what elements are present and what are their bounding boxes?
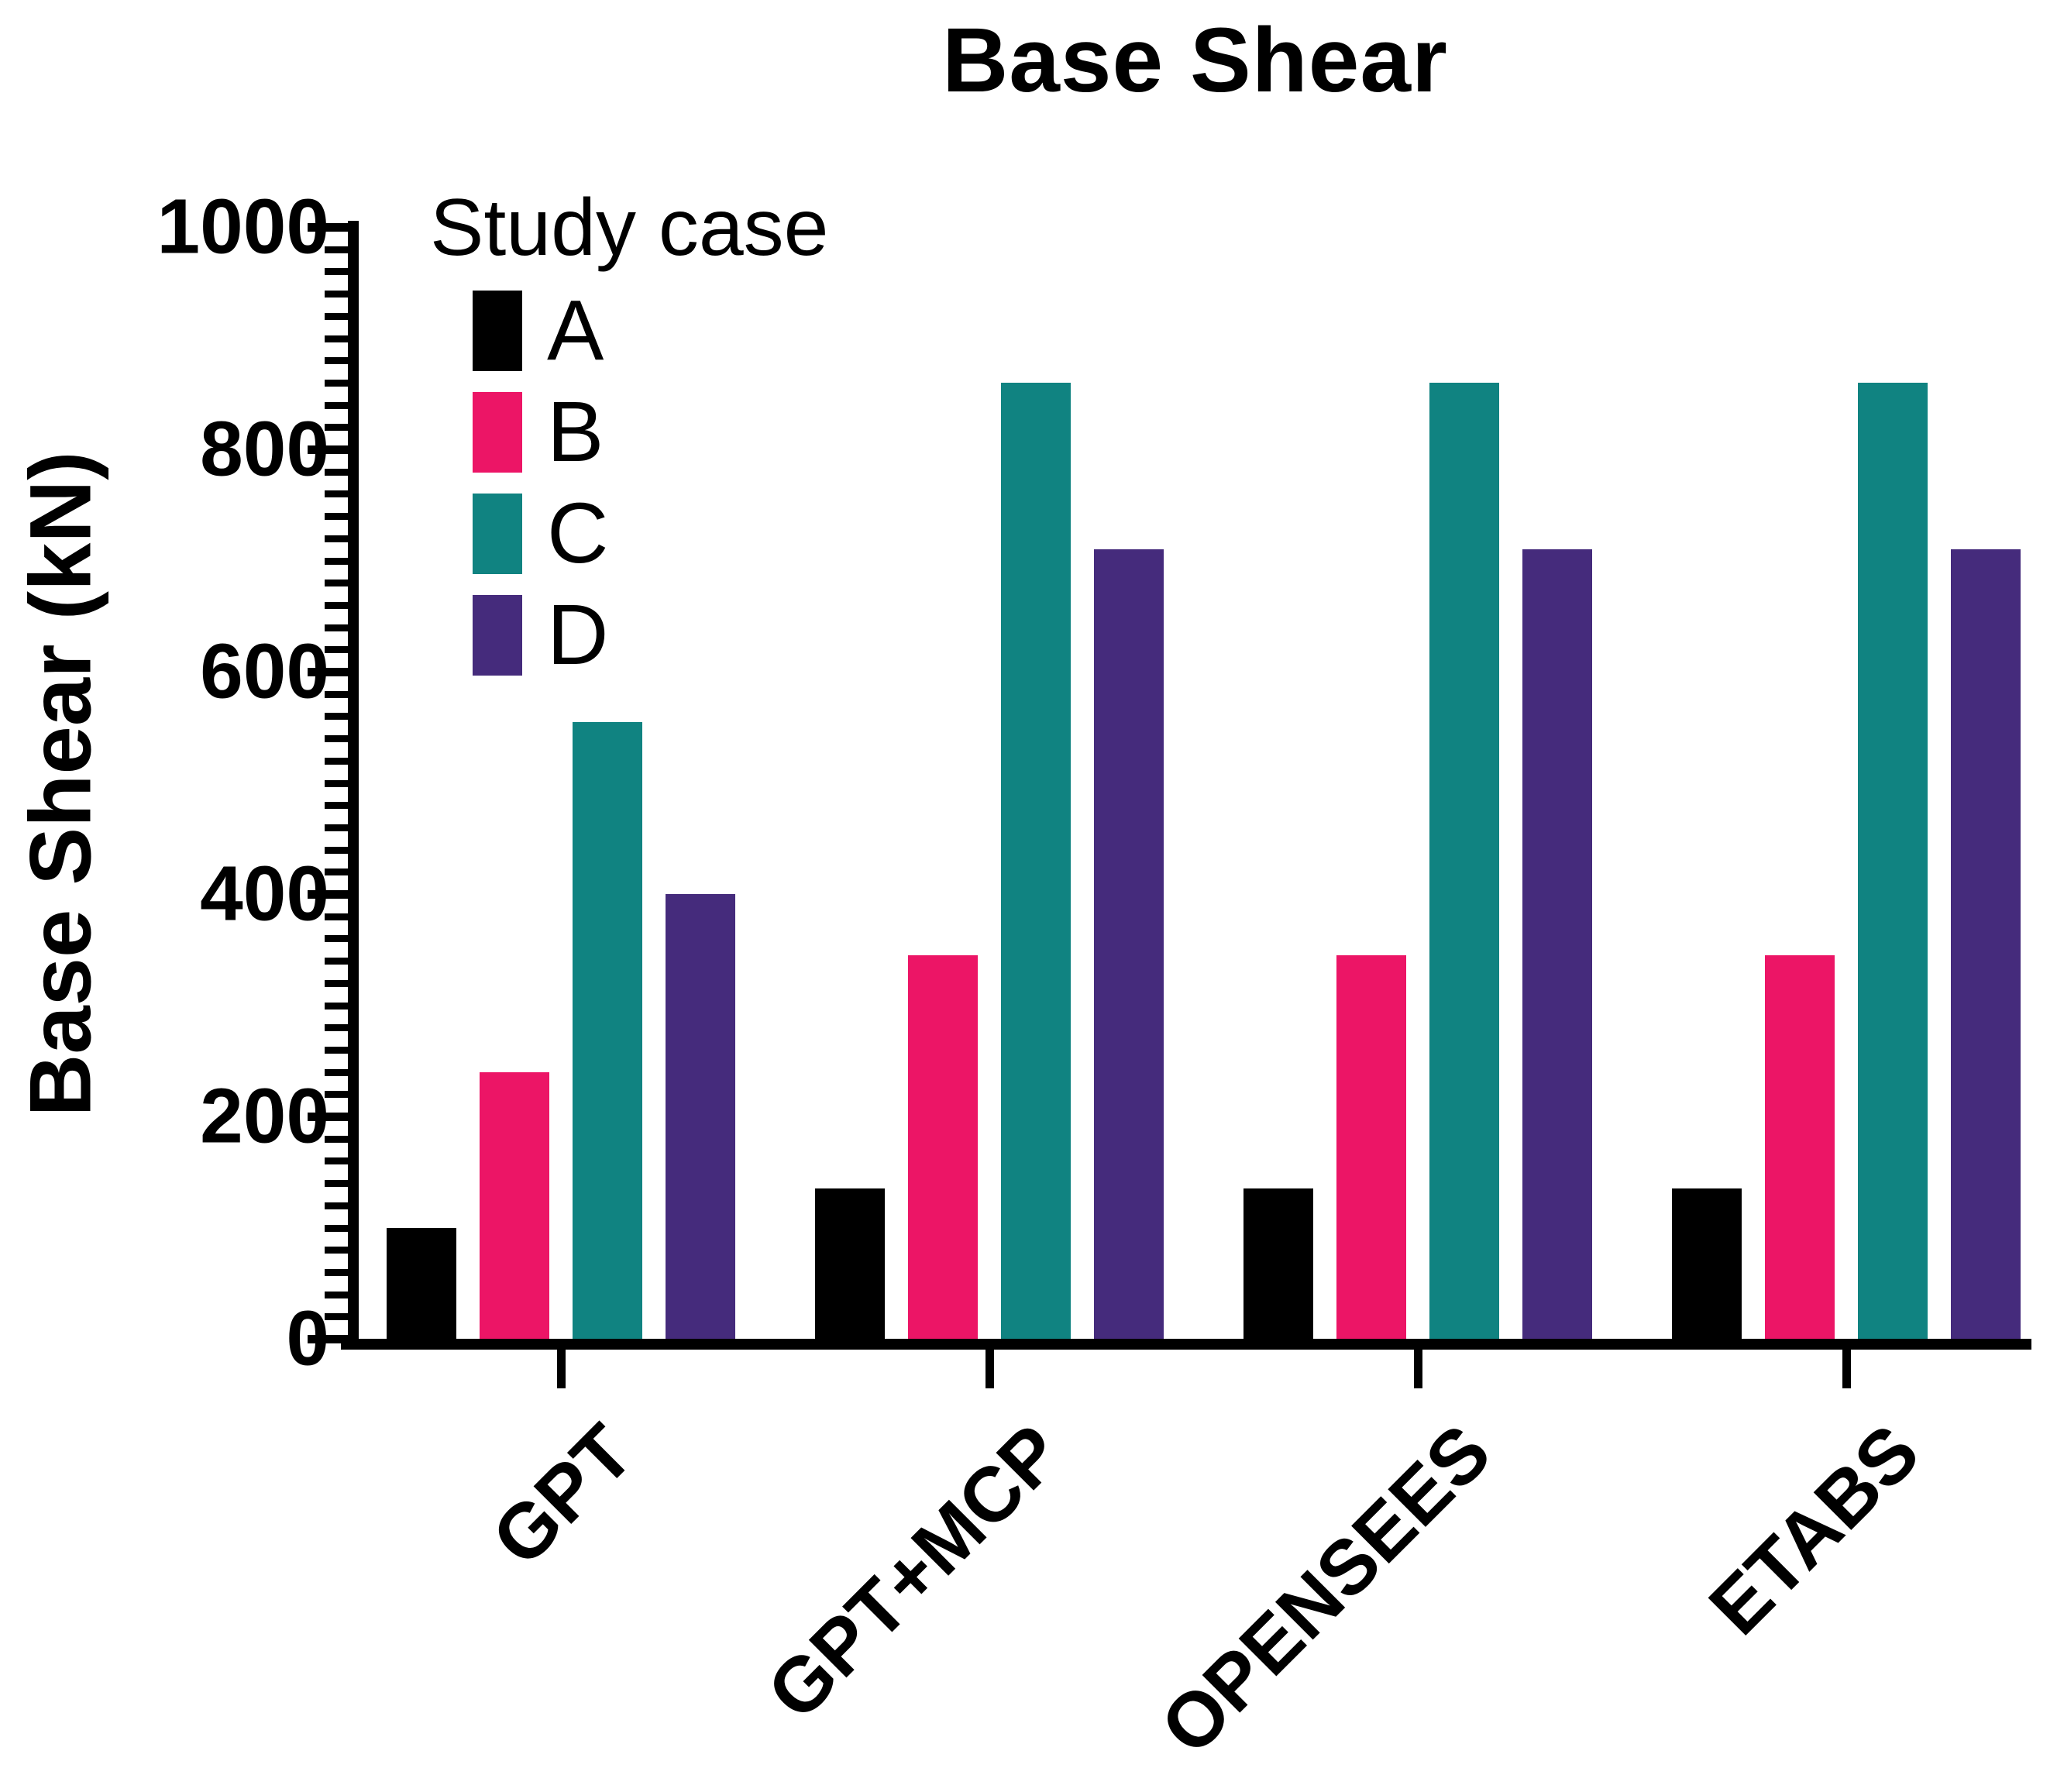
y-minor-tick: [325, 601, 348, 609]
y-minor-tick: [325, 1091, 348, 1099]
y-minor-tick: [325, 246, 348, 253]
legend-swatch-C: [473, 494, 522, 574]
y-minor-tick: [325, 690, 348, 698]
x-tick: [1842, 1350, 1851, 1388]
y-minor-tick: [325, 1135, 348, 1143]
y-major-tick: [308, 889, 348, 899]
y-major-tick: [308, 1112, 348, 1121]
x-axis-label: GPT: [476, 1408, 650, 1583]
bar-A-GPT: [387, 1227, 456, 1339]
y-minor-tick: [325, 735, 348, 743]
bar-D-GPT+MCP: [1094, 549, 1164, 1339]
bar-D-GPT: [666, 894, 735, 1339]
y-minor-tick: [325, 1268, 348, 1276]
legend-swatch-D: [473, 595, 522, 676]
y-minor-tick: [325, 535, 348, 542]
y-tick-label: 1000: [157, 183, 329, 270]
legend-item-label: C: [547, 486, 609, 581]
y-major-tick: [308, 222, 348, 232]
y-minor-tick: [325, 424, 348, 432]
y-tick-label: 800: [200, 405, 329, 493]
y-minor-tick: [325, 490, 348, 498]
legend-swatch-A: [473, 291, 522, 371]
y-tick-label: 400: [200, 850, 329, 937]
x-tick: [985, 1350, 994, 1388]
y-minor-tick: [325, 824, 348, 831]
y-minor-tick: [325, 379, 348, 387]
y-minor-tick: [325, 401, 348, 409]
bar-C-OPENSEES: [1429, 382, 1499, 1339]
chart-title: Base Shear: [942, 9, 1448, 112]
y-major-tick: [308, 1334, 348, 1343]
y-minor-tick: [325, 757, 348, 765]
y-minor-tick: [325, 513, 348, 521]
legend-item-label: B: [547, 384, 604, 480]
y-axis-title: Base Shear (kN): [12, 451, 109, 1117]
y-minor-tick: [325, 979, 348, 987]
y-minor-tick: [325, 268, 348, 276]
y-minor-tick: [325, 335, 348, 342]
y-tick-label: 200: [200, 1072, 329, 1160]
y-minor-tick: [325, 713, 348, 721]
x-axis-label: ETABS: [1692, 1408, 1935, 1652]
y-minor-tick: [325, 1002, 348, 1010]
y-minor-tick: [325, 357, 348, 365]
x-axis-label: GPT+MCP: [750, 1408, 1078, 1736]
bar-B-ETABS: [1765, 954, 1835, 1339]
bar-D-ETABS: [1951, 549, 2021, 1339]
x-tick: [1413, 1350, 1422, 1388]
bar-C-GPT+MCP: [1001, 382, 1071, 1339]
x-axis-label: OPENSEES: [1144, 1408, 1507, 1771]
y-minor-tick: [325, 958, 348, 965]
bar-B-GPT+MCP: [908, 954, 978, 1339]
bar-C-ETABS: [1858, 382, 1928, 1339]
y-minor-tick: [325, 1046, 348, 1054]
legend-title: Study case: [430, 183, 829, 273]
y-minor-tick: [325, 868, 348, 876]
bar-B-OPENSEES: [1336, 954, 1406, 1339]
y-tick-label: 600: [200, 628, 329, 715]
y-minor-tick: [325, 624, 348, 631]
y-major-tick: [308, 667, 348, 676]
legend-item-label: A: [547, 283, 604, 378]
bar-A-GPT+MCP: [815, 1188, 885, 1339]
y-minor-tick: [325, 468, 348, 476]
y-major-tick: [308, 445, 348, 454]
y-axis-line: [348, 221, 359, 1350]
y-minor-tick: [325, 557, 348, 565]
y-minor-tick: [325, 312, 348, 320]
y-minor-tick: [325, 1224, 348, 1232]
y-minor-tick: [325, 935, 348, 943]
y-minor-tick: [325, 1291, 348, 1298]
bar-C-GPT: [573, 721, 642, 1339]
y-minor-tick: [325, 1157, 348, 1165]
y-tick-label: 0: [286, 1295, 329, 1382]
y-minor-tick: [325, 846, 348, 854]
x-tick: [556, 1350, 566, 1388]
y-minor-tick: [325, 580, 348, 587]
y-minor-tick: [325, 1313, 348, 1321]
legend-item-label: D: [547, 587, 609, 683]
y-minor-tick: [325, 913, 348, 920]
bar-D-OPENSEES: [1522, 549, 1592, 1339]
legend-swatch-B: [473, 392, 522, 473]
y-minor-tick: [325, 802, 348, 810]
y-minor-tick: [325, 1202, 348, 1209]
y-minor-tick: [325, 1068, 348, 1076]
x-axis-line: [341, 1339, 2031, 1350]
y-minor-tick: [325, 1180, 348, 1188]
y-minor-tick: [325, 1024, 348, 1032]
bar-A-OPENSEES: [1243, 1188, 1313, 1339]
y-minor-tick: [325, 1247, 348, 1254]
y-minor-tick: [325, 646, 348, 654]
bar-A-ETABS: [1672, 1188, 1742, 1339]
bar-B-GPT: [480, 1071, 549, 1339]
y-minor-tick: [325, 291, 348, 298]
y-minor-tick: [325, 779, 348, 787]
